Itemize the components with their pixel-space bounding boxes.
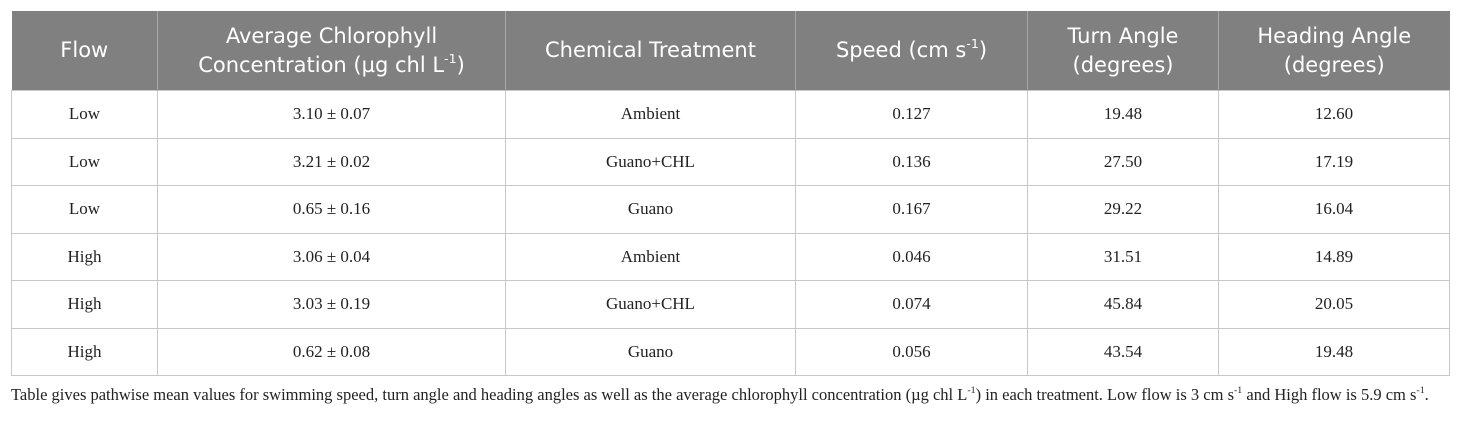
table-cell: 12.60 xyxy=(1218,90,1450,139)
column-header: Chemical Treatment xyxy=(505,11,796,91)
table-cell: 0.62 ± 0.08 xyxy=(157,327,506,376)
table-cell: 0.136 xyxy=(795,137,1028,186)
text-run: Heading Angle xyxy=(1257,23,1412,48)
text-run: . xyxy=(1424,385,1429,404)
data-table: Flow Average Chlorophyll Concentration (µg… xyxy=(11,11,1450,376)
text-run: and High flow is 5.9 cm s xyxy=(1242,385,1417,404)
table-cell: High xyxy=(11,327,158,376)
table-cell: 0.167 xyxy=(795,185,1028,234)
text-run: Flow xyxy=(60,38,109,62)
table-cell: 3.06 ± 0.04 xyxy=(157,232,506,281)
table-cell: 19.48 xyxy=(1027,90,1219,139)
table-cell: 31.51 xyxy=(1027,232,1219,281)
text-run: Table gives pathwise mean values for swi… xyxy=(11,385,968,404)
text-run: ) xyxy=(978,38,988,62)
text-run: Chemical Treatment xyxy=(545,38,756,62)
text-run: ) in each treatment. Low flow is 3 cm s xyxy=(975,385,1235,404)
header-line: (degrees) xyxy=(1219,51,1450,80)
table-cell: 0.046 xyxy=(795,232,1028,281)
text-run: Concentration (µg chl L xyxy=(198,52,445,77)
table-cell: 17.19 xyxy=(1218,137,1450,186)
header-line: Concentration (µg chl L-1) xyxy=(158,51,505,80)
superscript: -1 xyxy=(1416,385,1425,397)
text-run: (degrees) xyxy=(1072,52,1174,77)
table-cell: 43.54 xyxy=(1027,327,1219,376)
text-run: ) xyxy=(456,52,465,77)
header-line: Chemical Treatment xyxy=(506,36,795,65)
table-cell: Ambient xyxy=(505,90,796,139)
table-cell: 14.89 xyxy=(1218,232,1450,281)
table-cell: Low xyxy=(11,185,158,234)
table-cell: Ambient xyxy=(505,232,796,281)
table-cell: Guano+CHL xyxy=(505,137,796,186)
table-cell: Guano+CHL xyxy=(505,280,796,329)
caption: Table gives pathwise mean values for swi… xyxy=(11,384,1451,406)
column-header: Heading Angle (degrees) xyxy=(1218,11,1450,91)
table-cell: 29.22 xyxy=(1027,185,1219,234)
header-line: Turn Angle xyxy=(1028,22,1218,51)
table-cell: 3.21 ± 0.02 xyxy=(157,137,506,186)
superscript: -1 xyxy=(967,385,976,397)
header-line: Heading Angle xyxy=(1219,22,1450,51)
table-cell: 0.65 ± 0.16 xyxy=(157,185,506,234)
superscript: -1 xyxy=(966,36,979,52)
column-header: Average Chlorophyll Concentration (µg chl… xyxy=(157,11,506,91)
column-header: Turn Angle (degrees) xyxy=(1027,11,1219,91)
table-body: Low 3.10 ± 0.07 Ambient 0.127 19.48 12.60 Low 3… xyxy=(11,90,1450,376)
column-header: Speed (cm s-1) xyxy=(795,11,1028,91)
table-cell: 3.10 ± 0.07 xyxy=(157,90,506,139)
column-header: Flow xyxy=(11,11,158,91)
table-cell: 20.05 xyxy=(1218,280,1450,329)
table-cell: 16.04 xyxy=(1218,185,1450,234)
table-cell: Low xyxy=(11,137,158,186)
text-run: Speed (cm s xyxy=(835,38,967,62)
superscript: -1 xyxy=(1234,385,1243,397)
table-cell: Low xyxy=(11,90,158,139)
table-container: Flow Average Chlorophyll Concentration (µg… xyxy=(11,11,1450,376)
table-cell: High xyxy=(11,232,158,281)
text-run: Average Chlorophyll xyxy=(225,23,438,48)
table-row: High 3.03 ± 0.19 Guano+CHL 0.074 45.84 20.05 xyxy=(11,280,1450,329)
text-run: Turn Angle xyxy=(1067,23,1179,48)
table-cell: 0.074 xyxy=(795,280,1028,329)
table-cell: 0.127 xyxy=(795,90,1028,139)
table-cell: 45.84 xyxy=(1027,280,1219,329)
table-cell: 19.48 xyxy=(1218,327,1450,376)
table-cell: Guano xyxy=(505,185,796,234)
header-line: Flow xyxy=(12,36,158,65)
table-row: High 3.06 ± 0.04 Ambient 0.046 31.51 14.89 xyxy=(11,232,1450,281)
text-run: (degrees) xyxy=(1283,52,1385,77)
header-line: Average Chlorophyll xyxy=(158,22,505,51)
table-cell: 0.056 xyxy=(795,327,1028,376)
header-row: Flow Average Chlorophyll Concentration (µg… xyxy=(11,11,1450,91)
header-line: Speed (cm s-1) xyxy=(796,36,1027,65)
superscript: -1 xyxy=(444,50,457,66)
table-cell: High xyxy=(11,280,158,329)
table-row: Low 0.65 ± 0.16 Guano 0.167 29.22 16.04 xyxy=(11,185,1450,234)
table-row: Low 3.10 ± 0.07 Ambient 0.127 19.48 12.60 xyxy=(11,90,1450,139)
table-cell: Guano xyxy=(505,327,796,376)
table-row: High 0.62 ± 0.08 Guano 0.056 43.54 19.48 xyxy=(11,327,1450,376)
table-cell: 3.03 ± 0.19 xyxy=(157,280,506,329)
table-row: Low 3.21 ± 0.02 Guano+CHL 0.136 27.50 17.19 xyxy=(11,137,1450,186)
header-line: (degrees) xyxy=(1028,51,1218,80)
table-cell: 27.50 xyxy=(1027,137,1219,186)
